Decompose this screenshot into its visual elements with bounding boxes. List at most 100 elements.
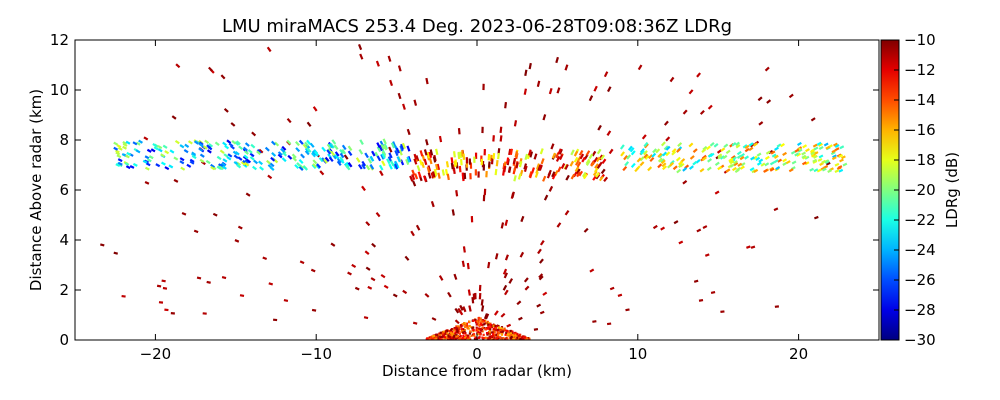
ground-clutter-pixel bbox=[470, 334, 473, 337]
cloud-layer-east-echo bbox=[756, 161, 762, 166]
cloud-layer-east-echo bbox=[676, 148, 681, 153]
cloud-layer-center-echo bbox=[524, 153, 529, 161]
sparse-echo bbox=[409, 175, 414, 182]
cloud-layer-center-echo bbox=[518, 160, 523, 168]
sparse-echo bbox=[766, 99, 772, 104]
sparse-echo bbox=[699, 109, 705, 115]
cloud-layer-center-echo bbox=[453, 160, 457, 168]
sparse-echo bbox=[716, 149, 722, 154]
cloud-layer-east-echo bbox=[663, 145, 669, 151]
ground-clutter-pixel bbox=[456, 337, 459, 340]
cloud-layer-east-echo bbox=[643, 141, 649, 148]
ground-clutter-pixel bbox=[512, 337, 516, 340]
cloud-layer-center-echo bbox=[581, 156, 586, 163]
cloud-layer-west-echo bbox=[246, 158, 252, 164]
cloud-layer-center-echo bbox=[551, 171, 556, 178]
cloud-layer-west-echo bbox=[341, 144, 347, 151]
ground-clutter-pixel bbox=[479, 321, 482, 324]
cloud-layer-east-echo bbox=[706, 166, 712, 171]
cloud-layer-east-echo bbox=[639, 148, 645, 154]
cloud-layer-west-echo bbox=[244, 159, 250, 164]
ground-clutter-pixel bbox=[516, 337, 519, 340]
ground-clutter-pixel bbox=[447, 335, 450, 338]
sparse-echo bbox=[625, 308, 630, 312]
cloud-layer-east-echo bbox=[780, 143, 785, 148]
cloud-layer-west-echo bbox=[233, 154, 239, 159]
cloud-layer-west-echo bbox=[326, 143, 332, 149]
cloud-layer-west-echo bbox=[394, 150, 399, 157]
sparse-echo bbox=[379, 170, 384, 177]
x-tick-label: −20 bbox=[140, 345, 172, 363]
cloud-layer-west-echo bbox=[125, 165, 131, 170]
cloud-layer-west-echo bbox=[312, 163, 318, 169]
sparse-echo bbox=[556, 222, 562, 228]
cloud-layer-east-echo bbox=[750, 156, 755, 161]
cloud-layer-east-echo bbox=[834, 162, 840, 167]
cloud-layer-west-echo bbox=[392, 141, 397, 148]
cloud-layer-east-echo bbox=[791, 160, 797, 165]
cloud-layer-west-echo bbox=[132, 141, 138, 146]
cloud-layer-east-echo bbox=[639, 161, 645, 167]
cloud-layer-east-echo bbox=[790, 150, 796, 155]
ground-clutter-pixel bbox=[455, 334, 458, 337]
sparse-echo bbox=[387, 55, 392, 62]
ground-clutter-pixel bbox=[486, 332, 489, 335]
cloud-layer-west-echo bbox=[405, 158, 410, 166]
sparse-echo bbox=[389, 79, 394, 87]
ground-clutter-pixel bbox=[490, 338, 493, 340]
sparse-echo bbox=[361, 185, 366, 192]
cloud-layer-west-echo bbox=[381, 160, 386, 167]
ground-clutter-pixel bbox=[480, 319, 483, 322]
ground-clutter-pixel bbox=[474, 319, 477, 322]
ground-clutter-pixel bbox=[507, 333, 510, 336]
ground-clutter-pixel bbox=[435, 338, 439, 340]
ground-clutter-pixel bbox=[441, 335, 444, 339]
cloud-layer-center-echo bbox=[569, 160, 575, 167]
sparse-echo bbox=[319, 170, 325, 176]
sparse-echo bbox=[406, 128, 411, 136]
ground-clutter-pixel bbox=[439, 331, 442, 334]
cloud-layer-center-echo bbox=[596, 148, 602, 155]
ground-clutter-pixel bbox=[426, 337, 429, 340]
cloud-layer-west-echo bbox=[243, 161, 249, 167]
cloud-layer-west-echo bbox=[369, 164, 375, 170]
cloud-layer-center-echo bbox=[416, 165, 421, 172]
cloud-layer-east-echo bbox=[753, 168, 759, 173]
cloud-layer-west-echo bbox=[113, 146, 119, 151]
ground-clutter-pixel bbox=[432, 334, 436, 338]
cloud-layer-west-echo bbox=[361, 160, 367, 167]
sparse-echo bbox=[665, 136, 671, 142]
sparse-echo bbox=[607, 86, 612, 93]
cloud-layer-west-echo bbox=[142, 159, 148, 164]
ground-clutter-pixel bbox=[465, 336, 469, 340]
cloud-layer-center-echo bbox=[507, 166, 512, 173]
cloud-layer-west-echo bbox=[381, 151, 387, 158]
ground-clutter-pixel bbox=[514, 332, 517, 336]
cloud-layer-center-echo bbox=[590, 161, 595, 167]
cloud-layer-center-echo bbox=[558, 148, 563, 155]
cloud-layer-west-echo bbox=[144, 166, 150, 171]
sparse-echo bbox=[588, 95, 594, 102]
sparse-echo bbox=[536, 80, 541, 87]
cloud-layer-east-echo bbox=[669, 162, 675, 167]
cloud-layer-center-echo bbox=[539, 148, 544, 155]
ground-clutter-pixel bbox=[449, 335, 452, 339]
sparse-echo bbox=[375, 60, 380, 67]
cloud-layer-east-echo bbox=[804, 155, 810, 160]
sparse-echo bbox=[539, 239, 545, 246]
cloud-layer-west-echo bbox=[390, 160, 395, 167]
cloud-layer-west-echo bbox=[264, 146, 270, 152]
sparse-echo bbox=[347, 271, 352, 276]
ground-clutter-pixel bbox=[428, 337, 432, 340]
sparse-echo bbox=[454, 319, 460, 325]
x-tick-label: 20 bbox=[789, 345, 808, 363]
sparse-echo bbox=[517, 316, 523, 321]
cloud-layer-west-echo bbox=[357, 164, 363, 170]
cloud-layer-east-echo bbox=[642, 150, 648, 156]
ground-clutter-pixel bbox=[498, 332, 501, 335]
cloud-layer-west-echo bbox=[222, 158, 228, 163]
cloud-layer-east-echo bbox=[841, 155, 846, 160]
sparse-echo bbox=[262, 256, 268, 261]
cloud-layer-center-echo bbox=[429, 149, 434, 156]
sparse-echo bbox=[542, 291, 548, 296]
